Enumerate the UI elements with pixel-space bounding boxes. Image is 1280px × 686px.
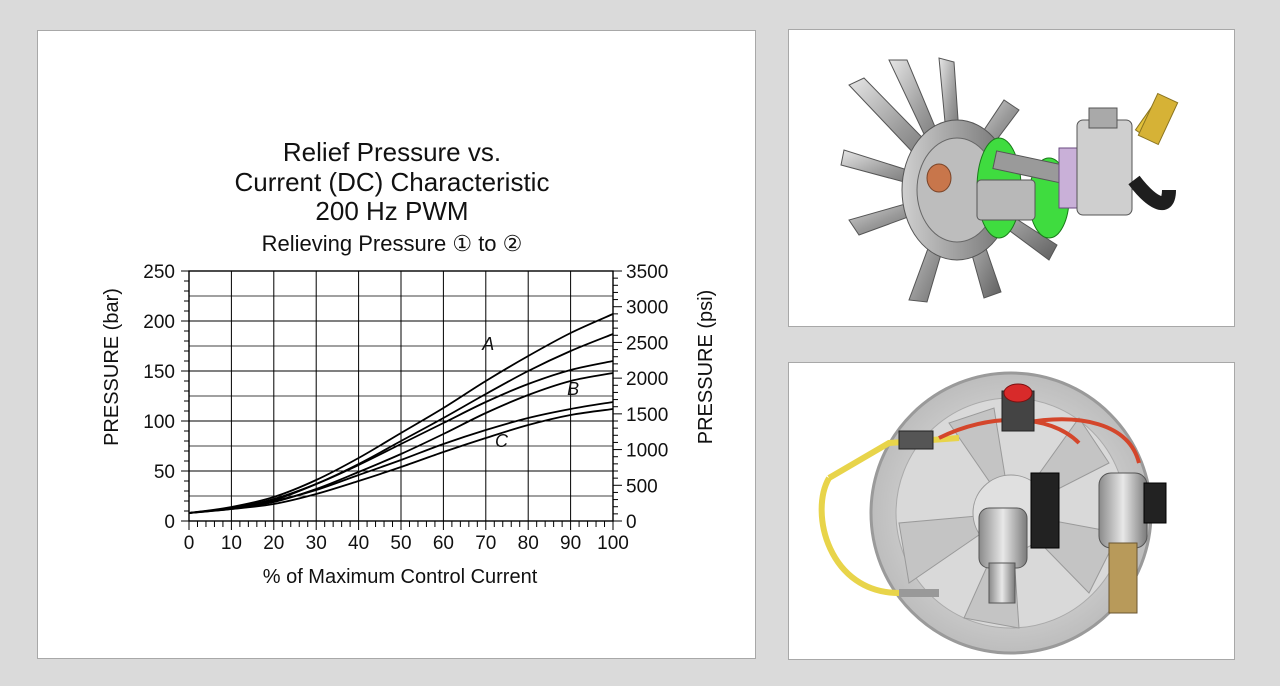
x-tick-label: 80: [518, 533, 539, 554]
x-axis-title: % of Maximum Control Current: [263, 566, 538, 588]
relief-pressure-chart: Relief Pressure vs. Current (DC) Charact…: [101, 137, 717, 588]
x-tick-label: 10: [221, 533, 242, 554]
x-tick-label: 70: [475, 533, 496, 554]
y-axis-title-left: PRESSURE (bar): [101, 288, 123, 446]
curve-a-upper: [188, 313, 614, 514]
y-right-tick-label: 2000: [626, 369, 668, 390]
y-right-tick-label: 1500: [626, 405, 668, 426]
y-left-tick-label: 50: [154, 462, 175, 483]
y-axis-title-right: PRESSURE (psi): [695, 290, 717, 444]
y-left-tick-label: 100: [143, 412, 175, 433]
fan-motor-illustration: [840, 57, 1179, 303]
x-tick-label: 90: [560, 533, 581, 554]
fan-motor-photo-panel: [788, 29, 1235, 327]
chart-title-line-3: 200 Hz PWM: [315, 196, 468, 226]
x-tick-label: 0: [184, 533, 195, 554]
fan-solenoid-photo-panel: [788, 362, 1235, 660]
x-tick-label: 20: [263, 533, 284, 554]
curve-label-c: C: [495, 431, 509, 451]
curve-label-b: B: [567, 379, 579, 399]
y-left-tick-label: 150: [143, 362, 175, 383]
chart-panel: Relief Pressure vs. Current (DC) Charact…: [37, 30, 756, 659]
chart-title-line-1: Relief Pressure vs.: [283, 137, 501, 167]
curve-b-lower: [188, 372, 614, 514]
y-left-tick-label: 0: [164, 512, 175, 533]
curve-b-upper: [188, 360, 614, 514]
x-tick-label: 50: [390, 533, 411, 554]
chart-title-line-2: Current (DC) Characteristic: [235, 167, 550, 197]
y-right-tick-label: 3500: [626, 262, 668, 283]
y-left-tick-label: 200: [143, 312, 175, 333]
y-right-tick-label: 3000: [626, 298, 668, 319]
x-tick-label: 30: [306, 533, 327, 554]
curve-label-a: A: [481, 334, 494, 354]
x-tick-label: 100: [597, 533, 629, 554]
x-tick-label: 40: [348, 533, 369, 554]
y-right-tick-label: 2500: [626, 333, 668, 354]
chart-subtitle: Relieving Pressure ① to ②: [262, 231, 523, 256]
fan-solenoid-illustration: [818, 371, 1167, 655]
curve-c-upper: [188, 401, 614, 514]
x-tick-label: 60: [433, 533, 454, 554]
y-right-tick-label: 1000: [626, 441, 668, 462]
y-right-tick-label: 0: [626, 512, 637, 533]
curve-c-lower: [188, 408, 614, 514]
y-right-tick-label: 500: [626, 476, 658, 497]
y-left-tick-label: 250: [143, 262, 175, 283]
